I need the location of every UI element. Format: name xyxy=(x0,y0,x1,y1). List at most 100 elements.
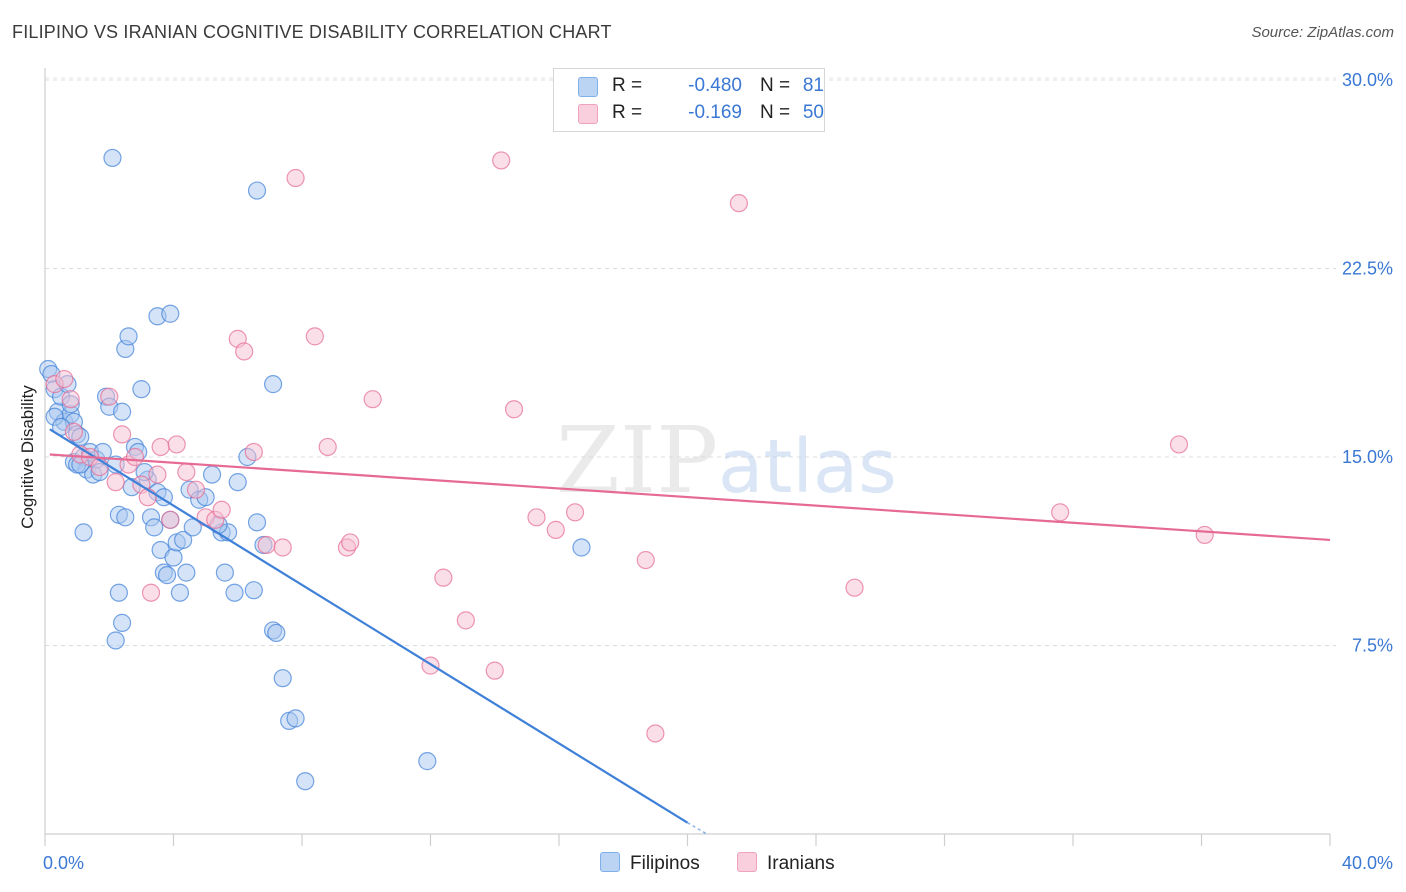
iranian-point xyxy=(305,327,324,346)
filipino-point xyxy=(119,327,138,346)
iranian-point xyxy=(1169,435,1189,454)
iranian-point xyxy=(106,473,125,492)
filipino-point xyxy=(215,563,234,582)
iranian-point xyxy=(492,151,511,170)
legend-r-value: -0.480 xyxy=(688,75,742,96)
filipino-point xyxy=(161,304,180,323)
legend-swatch-filipinos xyxy=(600,852,620,872)
iranian-trend-line xyxy=(49,453,1331,542)
iranian-point xyxy=(244,442,263,462)
filipino-point xyxy=(183,518,202,537)
iranian-point xyxy=(100,387,119,406)
filipino-point xyxy=(74,523,93,542)
iranian-point xyxy=(341,533,360,552)
watermark-zip: ZIP xyxy=(556,407,718,514)
iranian-point xyxy=(177,462,196,482)
filipino-point xyxy=(109,583,128,602)
filipino-point xyxy=(112,613,132,632)
iranian-point xyxy=(286,168,305,188)
filipino-point xyxy=(244,581,263,600)
filipino-point xyxy=(418,752,437,771)
tick-labels: 7.5% 15.0% 22.5% 30.0% 0.0% 40.0% xyxy=(43,70,1393,873)
iranian-point xyxy=(646,724,665,743)
gridlines xyxy=(45,77,1336,646)
legend-r-label: R = xyxy=(612,75,643,96)
legend-item-filipinos: Filipinos xyxy=(600,852,700,875)
iranian-point xyxy=(64,422,84,441)
iranian-point xyxy=(1051,503,1070,522)
legend-r-value: -0.169 xyxy=(688,102,742,123)
x-tick-label: 40.0% xyxy=(1342,853,1393,873)
iranian-point xyxy=(151,437,170,457)
iranian-point xyxy=(212,500,231,519)
filipino-point xyxy=(247,513,267,532)
filipino-trend-line-extension xyxy=(687,822,708,835)
iranian-point xyxy=(125,447,145,467)
iranian-point xyxy=(257,535,276,555)
iranian-point xyxy=(1195,525,1214,545)
legend-n-label: N = xyxy=(760,75,791,96)
iranian-point xyxy=(161,510,180,529)
filipino-trend-line xyxy=(49,428,689,824)
x-tick-label: 0.0% xyxy=(43,853,84,873)
legend-n-label: N = xyxy=(760,102,791,123)
filipino-point xyxy=(106,631,125,650)
iranian-point xyxy=(167,435,186,454)
iranian-point xyxy=(636,550,655,570)
iranian-point xyxy=(434,568,453,587)
iranian-point xyxy=(148,465,167,484)
filipino-point xyxy=(170,583,190,602)
filipino-point xyxy=(267,623,286,643)
filipino-point xyxy=(263,375,283,394)
legend-n-value: 81 xyxy=(802,75,824,96)
iranian-point xyxy=(729,194,749,213)
iranian-point xyxy=(235,342,254,361)
trend-lines xyxy=(49,428,1331,835)
iranian-point xyxy=(546,520,565,539)
iranian-point xyxy=(55,369,74,389)
source-note: Source: ZipAtlas.com xyxy=(1251,24,1394,41)
correlation-legend: R = -0.480 N = 81 R = -0.169 N = 50 xyxy=(553,68,825,132)
legend-n-value: 50 xyxy=(802,102,824,123)
filipino-point xyxy=(132,380,151,399)
iranian-point xyxy=(141,583,161,602)
filipino-point xyxy=(286,709,305,728)
y-tick-label: 7.5% xyxy=(1352,636,1393,656)
filipino-point xyxy=(157,566,177,585)
iranian-point xyxy=(363,390,382,409)
filipino-point xyxy=(177,563,196,582)
filipino-point xyxy=(103,148,122,168)
filipino-point xyxy=(116,508,135,527)
iranian-point xyxy=(456,611,475,630)
filipino-point xyxy=(112,402,132,421)
legend-label-filipinos: Filipinos xyxy=(630,853,700,874)
y-tick-label: 22.5% xyxy=(1342,259,1393,279)
legend-swatch-iranians xyxy=(578,104,598,124)
iranian-point xyxy=(527,508,546,527)
filipino-point xyxy=(164,548,183,567)
iranian-point xyxy=(485,661,504,680)
iranian-point xyxy=(565,503,585,522)
y-tick-label: 15.0% xyxy=(1342,447,1393,467)
filipino-point xyxy=(225,583,244,602)
iranian-point xyxy=(845,578,864,597)
filipino-point xyxy=(145,518,164,537)
iranian-point xyxy=(61,390,80,409)
filipino-point xyxy=(174,530,193,550)
iranian-point xyxy=(112,425,132,444)
y-tick-label: 30.0% xyxy=(1342,70,1393,90)
iranian-point xyxy=(318,437,337,457)
filipino-point xyxy=(296,772,315,791)
filipino-point xyxy=(247,181,267,200)
filipino-point xyxy=(202,465,222,484)
chart-title: FILIPINO VS IRANIAN COGNITIVE DISABILITY… xyxy=(12,22,612,42)
filipino-point xyxy=(228,473,247,492)
axes xyxy=(44,68,1331,846)
iranian-point xyxy=(186,480,206,499)
iranian-point xyxy=(273,538,292,557)
watermark: ZIP atlas xyxy=(556,407,897,514)
filipino-point xyxy=(572,538,591,557)
legend-r-label: R = xyxy=(612,102,643,123)
filipino-point xyxy=(273,669,292,688)
